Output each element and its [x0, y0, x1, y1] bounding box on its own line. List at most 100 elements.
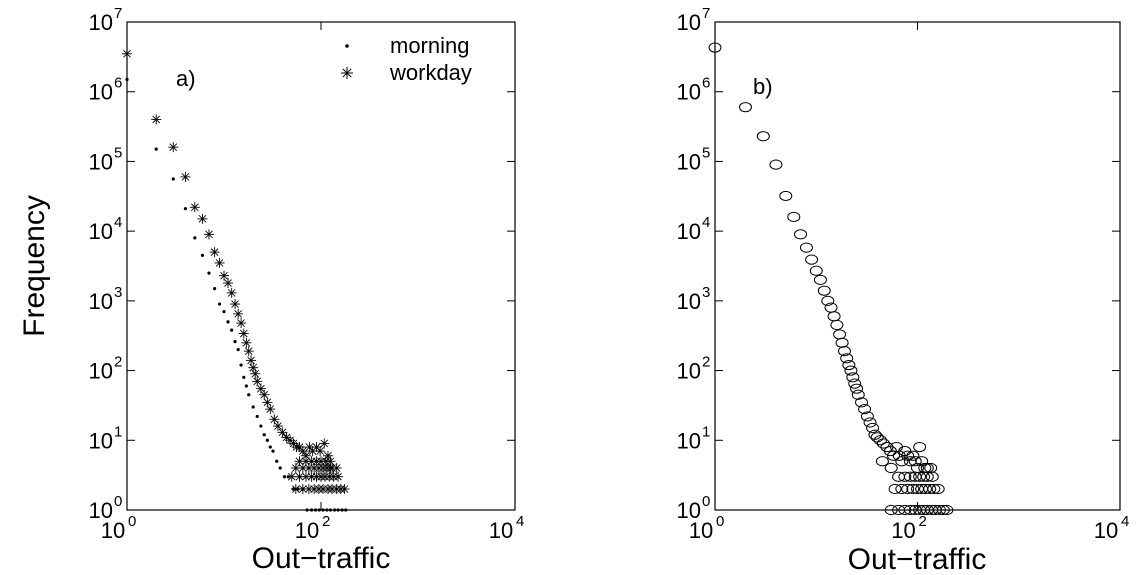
point-workday: [315, 446, 326, 457]
point-circle: [863, 417, 877, 428]
x-tick-label-exponent: 2: [919, 513, 927, 530]
x-tick-label: 10: [295, 518, 319, 543]
point-circle: [923, 483, 937, 495]
y-tick-label-exponent: 5: [114, 144, 122, 161]
point-circle: [913, 441, 927, 453]
point-circle: [846, 372, 860, 383]
point-circle: [738, 102, 752, 113]
point-circle: [903, 456, 917, 467]
panel-b: 10 010 110 210 310 410 510 610 710 0 10 2 10 4 b) Out…: [677, 5, 1130, 575]
y-tick-label: 10: [677, 428, 701, 453]
point-workday: [325, 456, 336, 467]
y-tick-label-exponent: 1: [702, 423, 710, 440]
point-morning: [244, 384, 248, 388]
point-circle: [870, 432, 884, 443]
point-workday: [168, 142, 179, 153]
point-morning: [193, 236, 197, 240]
point-circle: [925, 471, 939, 482]
point-circle: [866, 422, 880, 434]
point-circle: [906, 483, 920, 495]
point-circle: [813, 274, 827, 285]
point-circle: [821, 295, 835, 306]
point-workday: [331, 463, 342, 474]
point-workday: [319, 438, 330, 449]
point-workday: [189, 202, 200, 213]
x-tick-label: 10: [1094, 518, 1118, 543]
point-morning: [217, 302, 222, 306]
y-tick-label: 10: [677, 149, 701, 174]
point-circle: [860, 411, 874, 422]
point-morning: [268, 445, 272, 449]
point-circle: [936, 504, 950, 516]
point-circle: [933, 504, 947, 516]
point-workday: [238, 328, 249, 339]
y-tick-label-exponent: 6: [114, 75, 122, 92]
point-morning: [259, 424, 263, 428]
point-morning: [340, 508, 344, 512]
point-circle: [913, 471, 927, 482]
point-workday: [203, 229, 214, 240]
point-circle: [827, 311, 841, 322]
point-morning: [242, 375, 246, 379]
point-workday: [219, 270, 229, 281]
point-circle: [895, 483, 909, 495]
point-workday: [250, 368, 261, 379]
point-circle: [835, 337, 849, 348]
point-circle: [855, 397, 869, 408]
x-tick-label-exponent: 0: [128, 513, 136, 530]
point-morning: [212, 286, 217, 291]
y-tick-label-exponent: 6: [702, 75, 710, 92]
point-morning: [200, 253, 205, 257]
point-morning: [325, 508, 329, 512]
x-axis-label: Out−traffic: [848, 543, 987, 575]
y-tick-label-exponent: 0: [702, 493, 710, 510]
point-workday: [339, 484, 350, 495]
axis-ticks: [714, 21, 1121, 511]
point-workday: [180, 171, 191, 182]
y-tick-label-exponent: 7: [114, 5, 122, 22]
y-tick-label-exponent: 4: [114, 214, 122, 231]
legend: morning workday: [341, 33, 472, 85]
point-morning: [125, 77, 129, 82]
y-tick-label-exponent: 5: [702, 144, 710, 161]
point-morning: [309, 508, 314, 512]
x-axis-label: Out−traffic: [252, 542, 391, 575]
point-circle: [901, 483, 915, 495]
point-circle: [817, 285, 831, 296]
plot-frame: [714, 21, 1121, 511]
legend-label-workday: workday: [389, 60, 472, 85]
point-morning: [265, 438, 269, 442]
x-tick-label-exponent: 4: [1121, 513, 1129, 530]
point-circle: [850, 383, 864, 394]
point-circle: [927, 483, 941, 495]
point-circle: [901, 450, 915, 461]
point-workday: [252, 376, 263, 387]
plot-frame: [126, 21, 516, 511]
point-morning: [222, 310, 226, 314]
point-morning: [251, 405, 255, 409]
point-morning: [321, 508, 325, 512]
point-circle: [875, 456, 889, 467]
point-morning: [278, 466, 282, 470]
point-workday: [259, 389, 270, 400]
point-circle: [708, 42, 722, 53]
point-workday: [214, 257, 225, 268]
point-workday: [233, 308, 244, 319]
point-morning: [236, 347, 240, 352]
point-circle: [809, 265, 823, 276]
point-circle: [920, 471, 934, 482]
y-tick-label-exponent: 4: [702, 214, 710, 231]
point-morning: [247, 393, 251, 397]
y-tick-label: 10: [89, 80, 113, 105]
point-circle: [805, 254, 819, 265]
point-workday: [290, 484, 301, 495]
y-tick-label-exponent: 3: [114, 284, 122, 301]
axis-ticks: [126, 21, 516, 511]
point-circle: [888, 483, 902, 495]
point-circle: [837, 346, 851, 357]
point-workday: [209, 247, 220, 258]
point-morning: [239, 363, 243, 367]
point-morning: [328, 508, 333, 512]
point-morning: [336, 508, 340, 512]
point-workday: [241, 337, 252, 348]
